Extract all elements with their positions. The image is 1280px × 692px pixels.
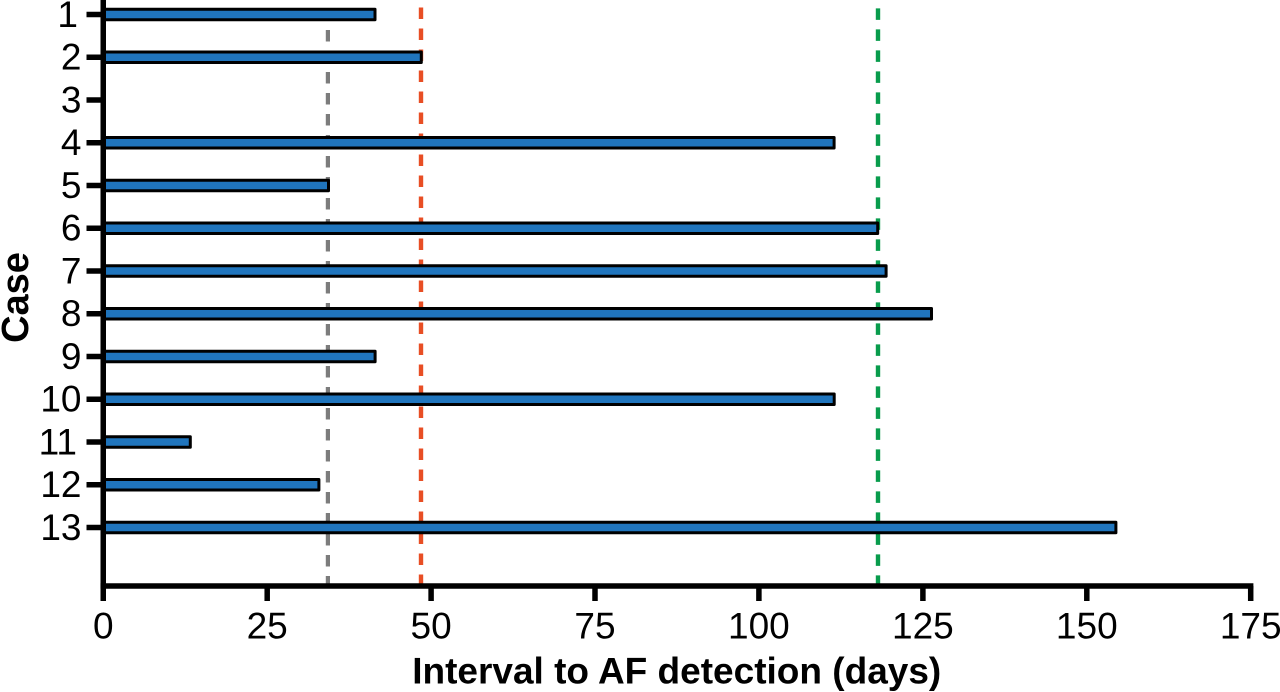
svg-text:0: 0: [93, 606, 114, 647]
svg-text:150: 150: [1056, 606, 1118, 647]
svg-text:2: 2: [61, 37, 82, 78]
svg-text:3: 3: [61, 79, 82, 120]
svg-text:13: 13: [40, 507, 81, 548]
svg-text:Case: Case: [0, 252, 37, 343]
svg-text:5: 5: [61, 165, 82, 206]
svg-text:Interval to AF detection (days: Interval to AF detection (days): [412, 651, 941, 692]
svg-text:125: 125: [892, 606, 954, 647]
svg-text:25: 25: [247, 606, 288, 647]
svg-text:8: 8: [61, 293, 82, 334]
svg-text:12: 12: [40, 464, 81, 505]
svg-text:6: 6: [61, 208, 82, 249]
svg-text:4: 4: [61, 122, 82, 163]
svg-text:9: 9: [61, 336, 82, 377]
svg-text:7: 7: [61, 250, 82, 291]
svg-text:1: 1: [57, 0, 78, 35]
svg-text:11: 11: [39, 421, 77, 462]
svg-text:75: 75: [574, 606, 615, 647]
svg-text:10: 10: [40, 379, 81, 420]
svg-text:175: 175: [1220, 606, 1280, 647]
svg-text:50: 50: [411, 606, 452, 647]
svg-text:100: 100: [728, 606, 790, 647]
